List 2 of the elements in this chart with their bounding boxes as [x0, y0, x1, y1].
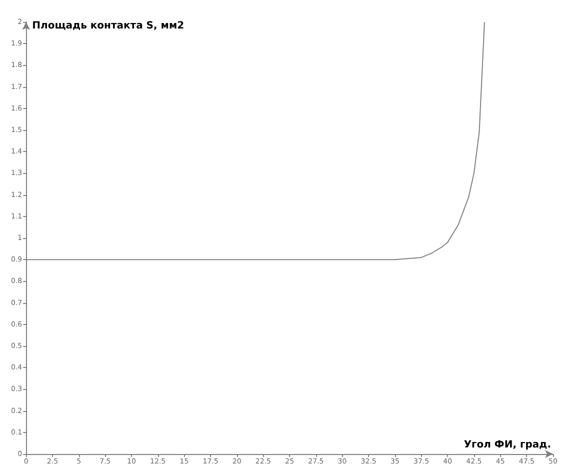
y-axis-title: Площадь контакта S, мм2 — [32, 20, 184, 32]
x-axis-title: Угол ФИ, град. — [464, 440, 551, 450]
